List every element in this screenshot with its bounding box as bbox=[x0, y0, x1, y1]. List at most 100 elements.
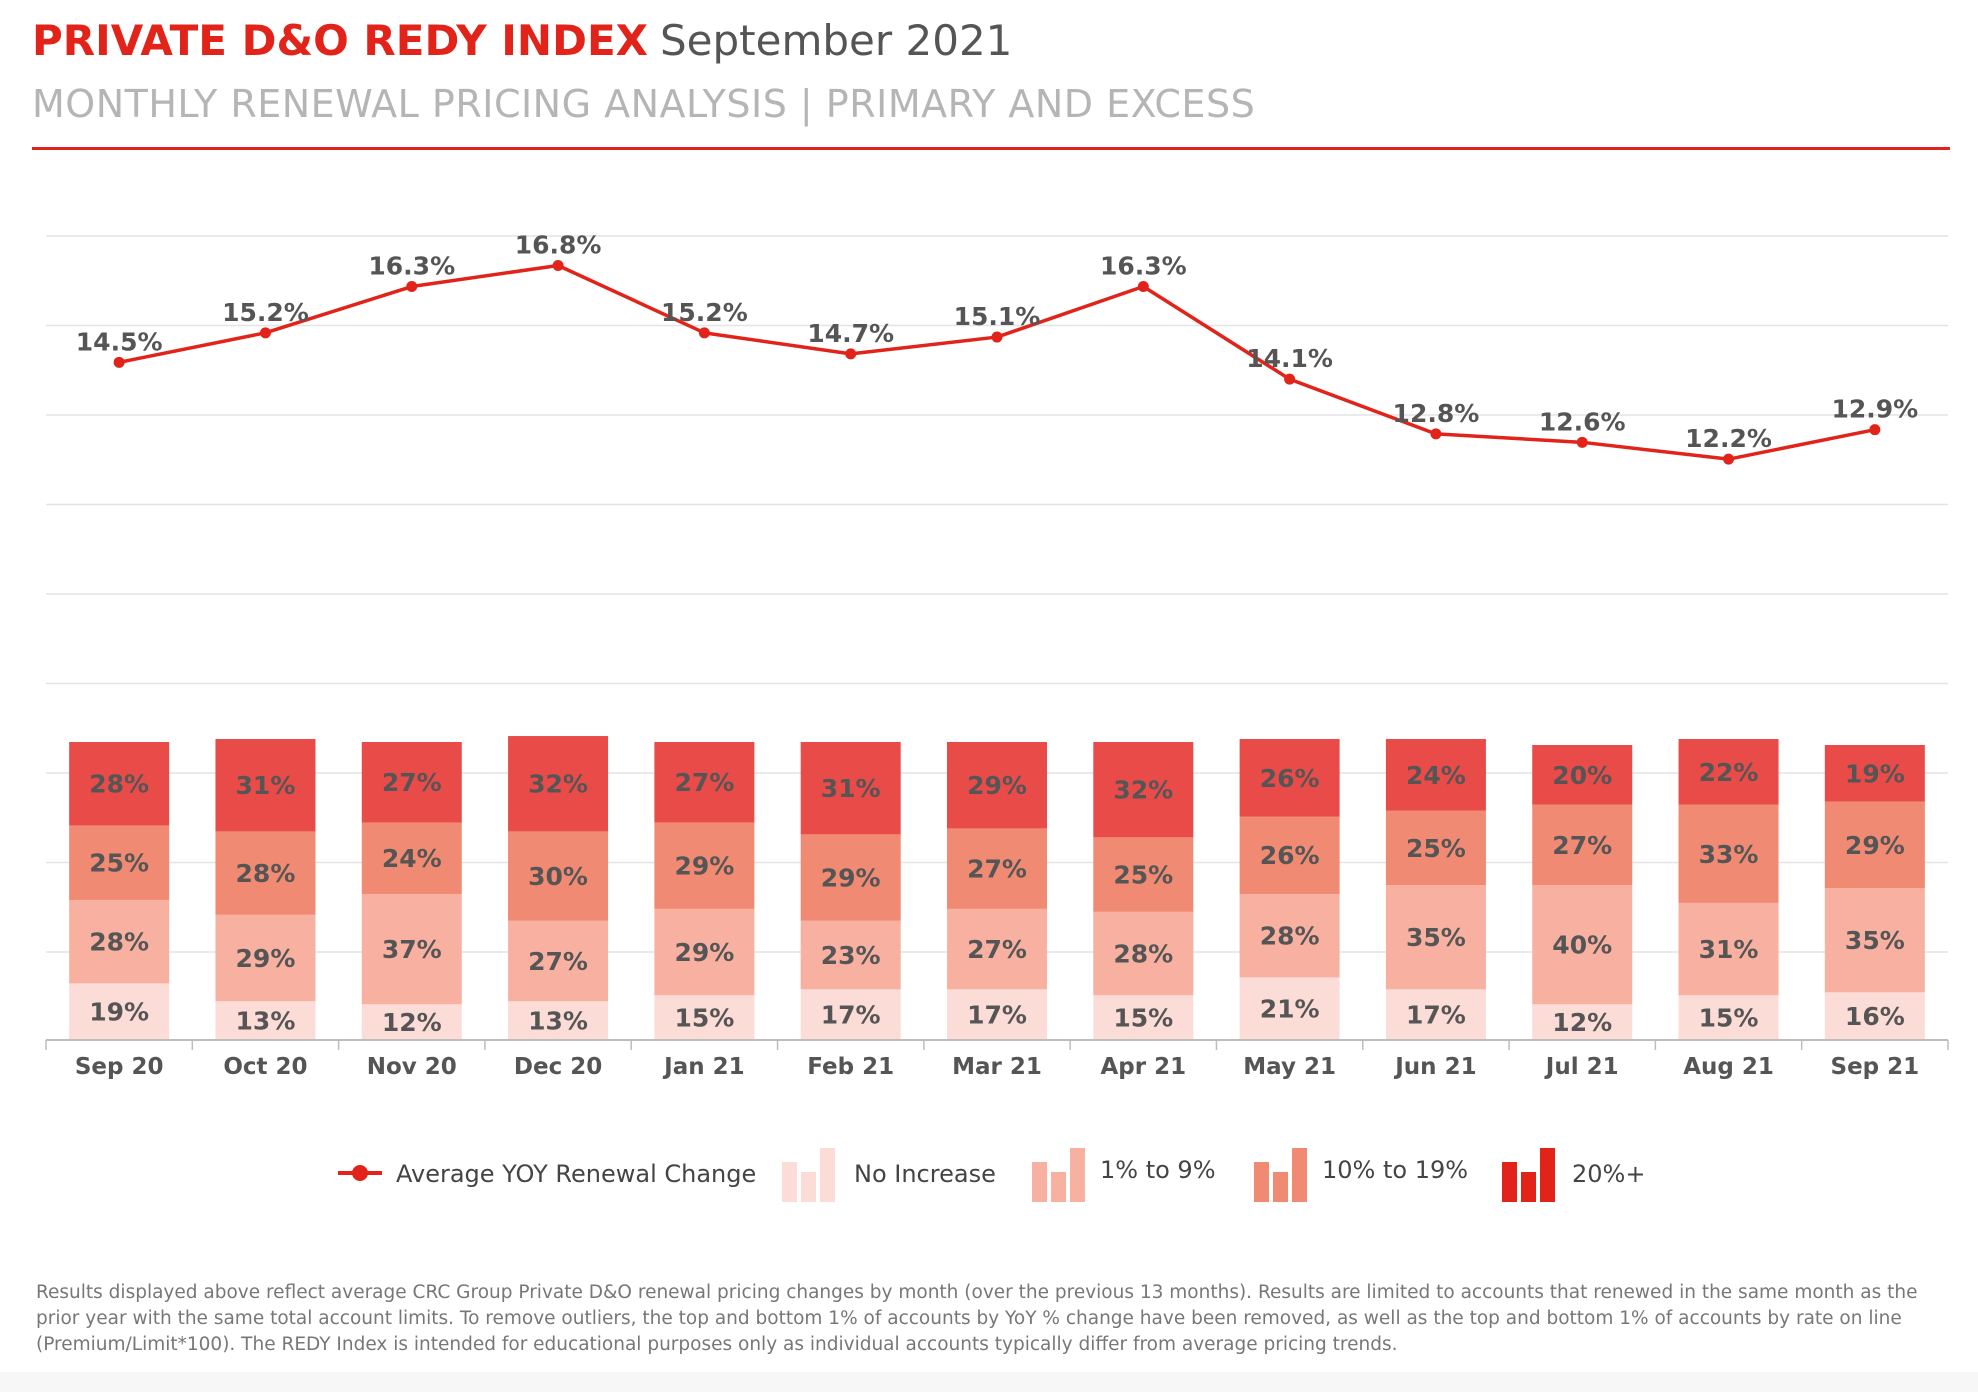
bar-segment-no-increase bbox=[69, 983, 170, 1040]
page-subtitle: MONTHLY RENEWAL PRICING ANALYSIS | PRIMA… bbox=[32, 82, 1256, 126]
data-label: 29% bbox=[674, 852, 734, 881]
bar-segment-1-to-9 bbox=[361, 893, 462, 1005]
data-label: 19% bbox=[1845, 759, 1905, 788]
data-label: 16% bbox=[1845, 1002, 1905, 1031]
x-tick-label: Sep 20 bbox=[75, 1054, 164, 1080]
line-point bbox=[698, 327, 710, 339]
legend-label-average: Average YOY Renewal Change bbox=[396, 1160, 757, 1188]
average-change-line: 14.5% 15.2% 16.3% 16.8% 15.2% 14.7% 15.1% 16.3%… bbox=[76, 230, 1918, 465]
bar-segment-no-increase bbox=[361, 1004, 462, 1040]
line-point bbox=[1869, 424, 1881, 436]
line-point bbox=[113, 356, 125, 368]
bar-chart-icon bbox=[1032, 1148, 1085, 1202]
bar-segment-1-to-9 bbox=[654, 908, 755, 996]
data-label: 15% bbox=[1113, 1004, 1173, 1033]
line-value-label: 16.8% bbox=[515, 230, 602, 259]
line-value-label: 12.8% bbox=[1393, 399, 1480, 428]
data-label: 13% bbox=[236, 1007, 296, 1036]
bar-segment-10-to-19 bbox=[1385, 810, 1486, 886]
x-tick-label: Feb 21 bbox=[807, 1054, 894, 1080]
bar-segment-1-to-9 bbox=[947, 908, 1047, 990]
legend-item-no-increase: No Increase bbox=[780, 1140, 1010, 1210]
title-line: PRIVATE D&O REDY INDEX September 2021 bbox=[32, 12, 1952, 79]
bar-chart-icon bbox=[1502, 1148, 1555, 1202]
line-value-label: 15.2% bbox=[222, 298, 309, 327]
data-label: 28% bbox=[89, 928, 149, 957]
bar-segment-1-to-9 bbox=[800, 920, 901, 990]
bar-segment-no-increase bbox=[1385, 989, 1486, 1040]
stacked-bars: 19% 28% 25% 28% 13% 29% 28% 31% 12% 37% 24% 27% 13% 2… bbox=[69, 736, 1925, 1040]
data-label: 24% bbox=[1406, 761, 1466, 790]
legend-item-average: Average YOY Renewal Change bbox=[336, 1140, 756, 1210]
bottom-band bbox=[0, 1372, 1978, 1392]
line-value-label: 16.3% bbox=[368, 252, 455, 281]
data-label: 29% bbox=[674, 938, 734, 967]
bar-segment-20-plus bbox=[800, 742, 901, 835]
data-label: 17% bbox=[821, 1001, 881, 1030]
data-label: 31% bbox=[821, 774, 881, 803]
bar-segment-10-to-19 bbox=[69, 825, 170, 900]
data-label: 20% bbox=[1552, 761, 1612, 790]
x-tick-label: Nov 20 bbox=[367, 1054, 457, 1080]
x-tick-label: Aug 21 bbox=[1683, 1054, 1774, 1080]
bar-segment-1-to-9 bbox=[69, 899, 170, 984]
bar-segment-10-to-19 bbox=[361, 822, 462, 894]
report-period: September 2021 bbox=[660, 16, 1013, 65]
data-label: 28% bbox=[236, 859, 296, 888]
bar-segment-1-to-9 bbox=[1824, 888, 1925, 993]
bar-chart-icon bbox=[1254, 1148, 1307, 1202]
data-label: 17% bbox=[967, 1001, 1027, 1030]
bar-segment-no-increase bbox=[947, 989, 1047, 1040]
data-label: 19% bbox=[89, 998, 149, 1027]
line-point bbox=[552, 259, 564, 271]
footnote: Results displayed above reflect average … bbox=[36, 1282, 1918, 1355]
bar-segment-1-to-9 bbox=[508, 920, 609, 1002]
x-tick-label: Jun 21 bbox=[1393, 1054, 1476, 1080]
line-point bbox=[1430, 428, 1442, 440]
bar-segment-20-plus bbox=[947, 742, 1047, 829]
header: PRIVATE D&O REDY INDEX September 2021 MON… bbox=[32, 12, 1952, 129]
data-label: 27% bbox=[382, 768, 442, 797]
bar-segment-10-to-19 bbox=[1532, 804, 1633, 886]
legend: Average YOY Renewal Change No Increase 1… bbox=[0, 1140, 1978, 1210]
line-value-label: 14.7% bbox=[807, 319, 894, 348]
data-label: 35% bbox=[1845, 926, 1905, 955]
data-label: 22% bbox=[1699, 758, 1759, 787]
data-label: 15% bbox=[674, 1004, 734, 1033]
data-label: 27% bbox=[967, 855, 1027, 884]
line-marker-icon bbox=[338, 1165, 382, 1181]
bar-segment-no-increase bbox=[1093, 995, 1194, 1040]
line-point bbox=[1137, 281, 1149, 293]
bar-segment-20-plus bbox=[1385, 739, 1486, 811]
legend-label-no-increase: No Increase bbox=[854, 1160, 996, 1188]
line-value-label: 12.2% bbox=[1685, 424, 1772, 453]
data-label: 26% bbox=[1260, 841, 1320, 870]
bar-segment-no-increase bbox=[508, 1001, 609, 1040]
bar-segment-10-to-19 bbox=[1678, 804, 1779, 903]
bar-chart-icon bbox=[782, 1148, 835, 1202]
legend-label-one-to-nine: 1% to 9% bbox=[1100, 1156, 1216, 1184]
bar-segment-10-to-19 bbox=[800, 834, 901, 921]
bar-segment-20-plus bbox=[361, 742, 462, 823]
legend-item-ten-to-nineteen: 10% to 19% bbox=[1252, 1140, 1472, 1210]
data-label: 28% bbox=[1260, 922, 1320, 951]
legend-item-twenty-plus: 20%+ bbox=[1500, 1140, 1660, 1210]
data-label: 32% bbox=[1113, 776, 1173, 805]
bar-segment-1-to-9 bbox=[1093, 911, 1194, 996]
bar-segment-no-increase bbox=[1824, 992, 1925, 1040]
x-tick-label: Sep 21 bbox=[1831, 1054, 1920, 1080]
data-label: 32% bbox=[528, 770, 588, 799]
bar-segment-20-plus bbox=[654, 742, 755, 823]
data-label: 23% bbox=[821, 941, 881, 970]
bar-segment-20-plus bbox=[1239, 739, 1340, 817]
bar-segment-20-plus bbox=[1093, 742, 1194, 838]
bar-segment-1-to-9 bbox=[1385, 885, 1486, 990]
data-label: 24% bbox=[382, 844, 442, 873]
line-value-label: 16.3% bbox=[1100, 252, 1187, 281]
bar-segment-1-to-9 bbox=[1532, 885, 1633, 1005]
bar-segment-10-to-19 bbox=[1239, 816, 1340, 894]
bar-segment-no-increase bbox=[800, 989, 901, 1040]
data-label: 25% bbox=[1406, 834, 1466, 863]
data-label: 28% bbox=[1113, 940, 1173, 969]
bar-segment-10-to-19 bbox=[654, 822, 755, 909]
